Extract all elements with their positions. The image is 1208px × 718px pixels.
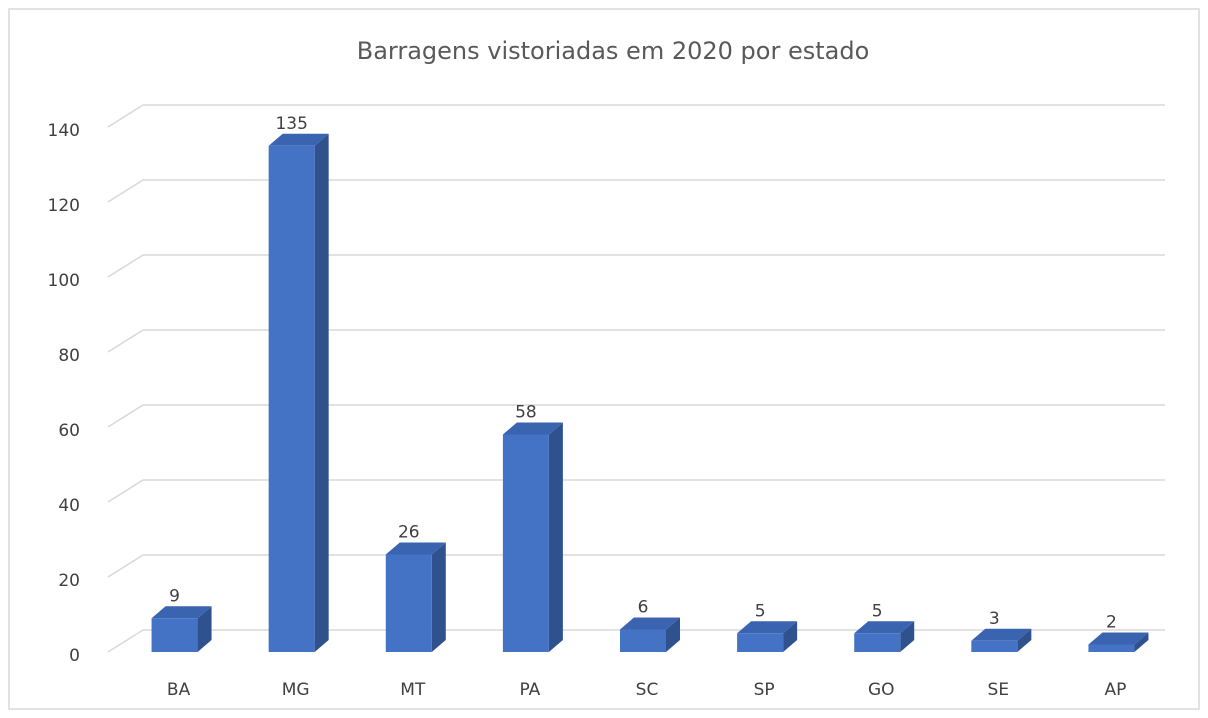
- data-label: 2: [1106, 613, 1117, 633]
- bar: [385, 554, 432, 652]
- grid-line: [107, 329, 1165, 353]
- bar-side: [783, 621, 798, 652]
- x-tick-label: PA: [519, 680, 540, 700]
- grid-line: [107, 104, 1165, 128]
- y-tick-label: 100: [48, 271, 80, 291]
- bar: [151, 618, 198, 652]
- y-tick-label: 120: [48, 196, 80, 216]
- bar-top: [737, 621, 798, 634]
- bar-top: [1088, 632, 1149, 645]
- data-label: 5: [755, 601, 766, 621]
- data-label: 3: [989, 609, 1000, 629]
- bar: [620, 629, 666, 652]
- bar: [854, 633, 901, 652]
- grid-line: [107, 179, 1165, 203]
- chart-title: Barragens vistoriadas em 2020 por estado: [357, 37, 870, 65]
- bar: [268, 145, 315, 652]
- bar-top: [502, 422, 563, 435]
- grid-line: [107, 554, 1165, 578]
- y-tick-label: 20: [58, 571, 80, 591]
- grid-line: [107, 254, 1165, 278]
- bar-side: [900, 621, 915, 652]
- y-tick-label: 60: [58, 421, 80, 441]
- x-tick-label: BA: [167, 680, 191, 700]
- y-tick-label: 40: [58, 496, 80, 516]
- grid-line: [107, 404, 1165, 428]
- bar-top: [620, 617, 680, 630]
- y-tick-label: 80: [58, 346, 80, 366]
- x-tick-label: GO: [868, 680, 895, 700]
- data-label: 135: [275, 114, 307, 134]
- y-tick-label: 140: [48, 121, 80, 141]
- bar-top: [854, 621, 915, 634]
- data-label: 6: [638, 598, 649, 618]
- data-label: 5: [872, 601, 883, 621]
- grid-line: [107, 629, 1165, 653]
- x-tick-label: MT: [400, 680, 426, 700]
- x-tick-label: SC: [636, 680, 659, 700]
- data-label: 26: [398, 523, 420, 543]
- chart-border: [8, 8, 1200, 710]
- bar-side: [197, 606, 212, 652]
- bar-top: [385, 542, 446, 555]
- data-label: 9: [169, 586, 180, 606]
- x-tick-label: SP: [754, 680, 775, 700]
- grid-line: [107, 479, 1165, 503]
- bar: [1088, 644, 1135, 652]
- bar: [502, 434, 549, 652]
- bar-top: [151, 606, 212, 619]
- data-label: 58: [515, 403, 537, 423]
- x-tick-label: SE: [988, 680, 1010, 700]
- bar-side: [666, 617, 680, 652]
- bar-top: [971, 628, 1032, 641]
- bar: [971, 640, 1018, 652]
- x-tick-label: MG: [282, 680, 310, 700]
- bar-side: [431, 542, 446, 652]
- y-tick-label: 0: [69, 646, 80, 666]
- bar-top: [268, 133, 329, 146]
- bar-side: [314, 133, 329, 652]
- bar-side: [548, 422, 563, 652]
- x-tick-label: AP: [1104, 680, 1126, 700]
- bar-side: [1017, 628, 1032, 652]
- bar-side: [1134, 632, 1149, 652]
- bar: [737, 633, 784, 652]
